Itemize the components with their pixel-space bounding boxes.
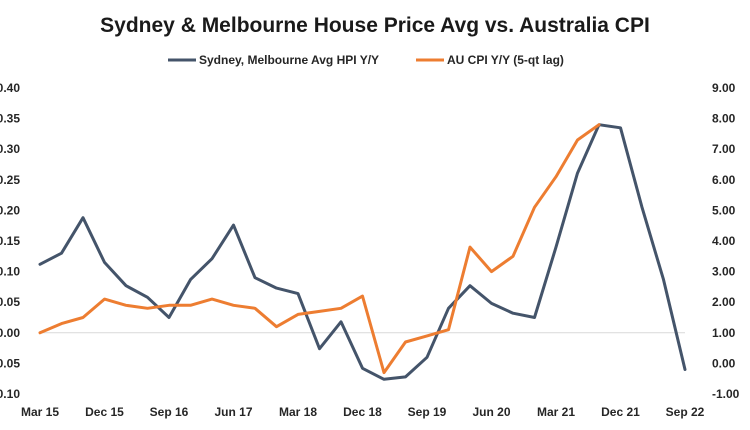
right-y-tick-label: 0.00 (712, 356, 736, 370)
right-y-tick-label: 7.00 (712, 142, 736, 156)
legend-label-sydney-melbourne-hpi: Sydney, Melbourne Avg HPI Y/Y (199, 53, 379, 67)
right-y-tick-label: 2.00 (712, 295, 736, 309)
x-tick-label: Sep 22 (666, 405, 705, 419)
left-y-tick-label: 0.05 (0, 295, 20, 309)
left-y-tick-label: 0.10 (0, 265, 20, 279)
series-line-au-cpi (38, 123, 601, 375)
x-tick-label: Mar 15 (21, 405, 59, 419)
right-y-tick-label: 6.00 (712, 173, 736, 187)
x-tick-label: Sep 16 (150, 405, 189, 419)
x-tick-label: Dec 21 (601, 405, 640, 419)
left-y-tick-label: -0.10 (0, 387, 20, 401)
x-tick-label: Jun 20 (472, 405, 510, 419)
legend: Sydney, Melbourne Avg HPI Y/Y AU CPI Y/Y… (168, 53, 564, 67)
left-y-axis: -0.10 -0.05 0.00 0.05 0.10 0.15 0.20 0.25 0.30 0.… (0, 81, 20, 401)
right-y-tick-label: 3.00 (712, 265, 736, 279)
left-y-tick-label: 0.35 (0, 112, 20, 126)
plot-area (38, 123, 687, 381)
right-y-tick-label: 4.00 (712, 234, 736, 248)
right-y-tick-label: -1.00 (712, 387, 740, 401)
chart-title: Sydney & Melbourne House Price Avg vs. A… (100, 14, 650, 37)
left-y-tick-label: 0.20 (0, 203, 20, 217)
x-tick-label: Dec 15 (85, 405, 124, 419)
left-y-tick-label: 0.15 (0, 234, 20, 248)
x-tick-label: Jun 17 (214, 405, 252, 419)
left-y-tick-label: 0.30 (0, 142, 20, 156)
left-y-tick-label: -0.05 (0, 356, 20, 370)
x-axis: Mar 15 Dec 15 Sep 16 Jun 17 Mar 18 Dec 18 Sep … (21, 405, 705, 419)
right-y-tick-label: 8.00 (712, 112, 736, 126)
x-tick-label: Mar 18 (279, 405, 317, 419)
series-line-sydney-melbourne-hpi (38, 123, 687, 381)
right-y-axis: -1.00 0.00 1.00 2.00 3.00 4.00 5.00 6.00 7.00 8.0… (712, 81, 740, 401)
x-tick-label: Mar 21 (537, 405, 575, 419)
right-y-tick-label: 1.00 (712, 326, 736, 340)
left-y-tick-label: 0.25 (0, 173, 20, 187)
right-y-tick-label: 5.00 (712, 203, 736, 217)
left-y-tick-label: 0.40 (0, 81, 20, 95)
x-tick-label: Sep 19 (408, 405, 447, 419)
left-y-tick-label: 0.00 (0, 326, 20, 340)
x-tick-label: Dec 18 (343, 405, 382, 419)
legend-label-au-cpi: AU CPI Y/Y (5-qt lag) (447, 53, 564, 67)
right-y-tick-label: 9.00 (712, 81, 736, 95)
